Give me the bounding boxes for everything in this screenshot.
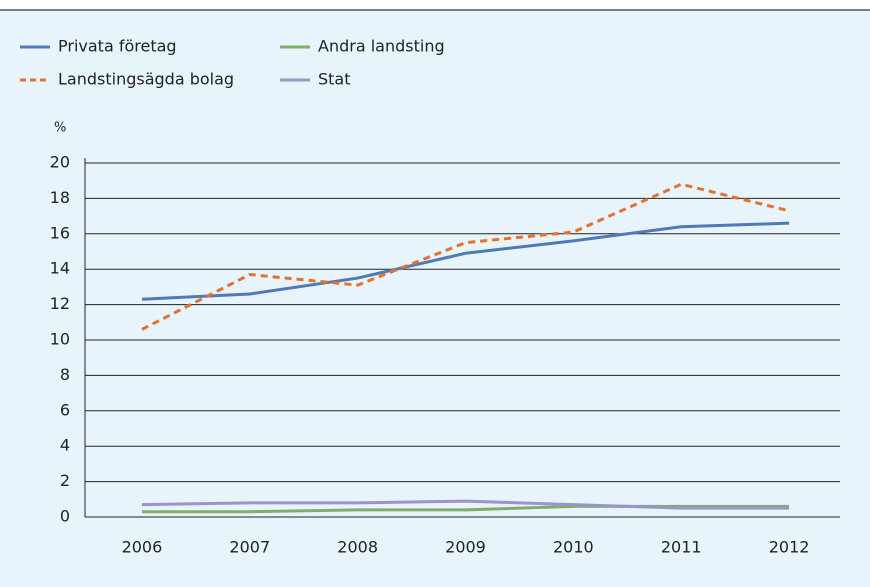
x-tick-label: 2010: [553, 538, 594, 557]
series-line: [141, 499, 790, 510]
x-tick-label: 2009: [445, 538, 486, 557]
y-tick-label: 14: [50, 259, 70, 278]
y-axis-label: %: [54, 121, 66, 136]
y-tick-label: 6: [60, 400, 70, 419]
x-tick-label: 2006: [122, 538, 163, 557]
y-tick-label: 12: [50, 294, 70, 313]
legend-label: Andra landsting: [318, 37, 445, 56]
y-tick-label: 20: [50, 153, 70, 172]
series-line: [141, 221, 790, 301]
y-tick-label: 0: [60, 507, 70, 526]
x-tick-label: 2012: [769, 538, 810, 557]
legend-label: Privata företag: [58, 37, 177, 56]
y-tick-label: 10: [50, 330, 70, 349]
y-tick-label: 2: [60, 471, 70, 490]
legend-label: Stat: [318, 70, 351, 89]
y-tick-label: 8: [60, 365, 70, 384]
x-tick-label: 2011: [661, 538, 702, 557]
series-line: [141, 504, 790, 514]
legend-label: Landstingsägda bolag: [58, 70, 234, 89]
y-tick-label: 16: [50, 223, 70, 242]
series-line: [141, 182, 790, 331]
y-tick-label: 4: [60, 436, 70, 455]
x-tick-label: 2007: [229, 538, 270, 557]
y-tick-label: 18: [50, 188, 70, 207]
x-tick-label: 2008: [337, 538, 378, 557]
